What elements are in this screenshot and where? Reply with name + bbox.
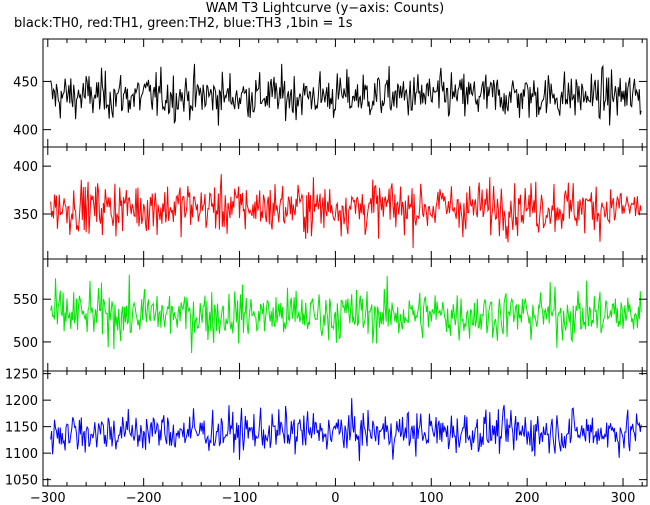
y-tick-label: 350 <box>13 208 38 223</box>
panel-frame <box>42 146 648 260</box>
series-th3-line <box>50 398 642 462</box>
chart-title: WAM T3 Lightcurve (y−axis: Counts) <box>205 1 445 16</box>
y-tick-label: 1250 <box>5 368 38 383</box>
y-tick-label: 550 <box>13 293 38 308</box>
panel-frame <box>42 370 648 487</box>
x-tick-label: −300 <box>30 491 66 505</box>
y-tick-label: 1200 <box>5 394 38 409</box>
x-tick-label: 300 <box>611 491 636 505</box>
panel-frame <box>42 258 648 372</box>
chart-subtitle: black:TH0, red:TH1, green:TH2, blue:TH3 … <box>14 16 353 31</box>
x-tick-label: 200 <box>515 491 540 505</box>
x-tick-label: −100 <box>222 491 258 505</box>
y-tick-label: 1100 <box>5 447 38 462</box>
y-tick-label: 400 <box>13 160 38 175</box>
y-tick-label: 1050 <box>5 474 38 489</box>
x-tick-label: 0 <box>331 491 339 505</box>
x-tick-label: 100 <box>419 491 444 505</box>
series-th2-line <box>50 274 642 354</box>
y-tick-label: 400 <box>13 124 38 139</box>
series-th0-line <box>50 63 642 126</box>
y-tick-label: 1150 <box>5 421 38 436</box>
y-tick-label: 450 <box>13 75 38 90</box>
series-th1-line <box>50 174 642 249</box>
y-tick-label: 500 <box>13 336 38 351</box>
x-tick-label: −200 <box>126 491 162 505</box>
